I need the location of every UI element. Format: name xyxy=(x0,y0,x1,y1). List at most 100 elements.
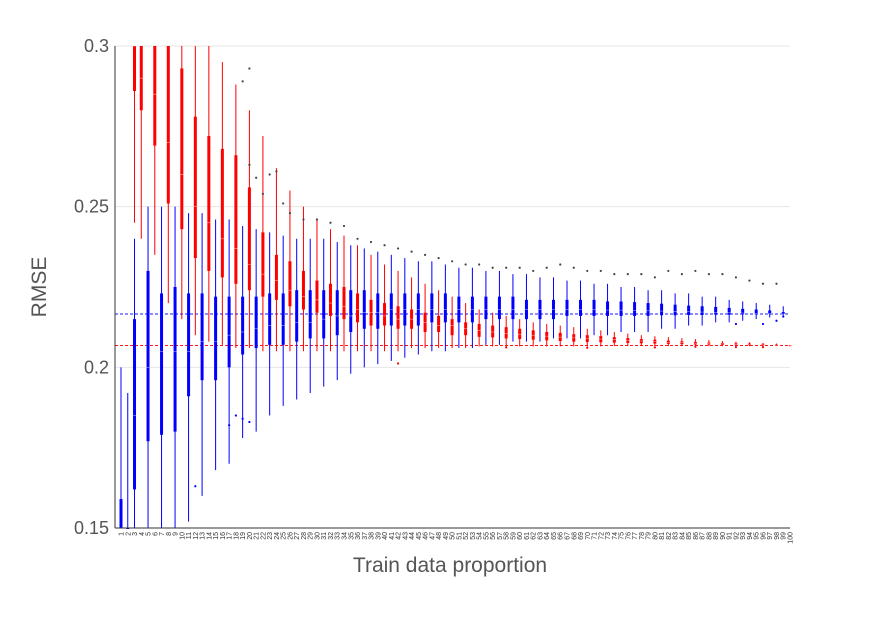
outlier-point xyxy=(734,322,738,326)
x-tick-label: 25 xyxy=(281,532,288,540)
box-iqr xyxy=(207,135,211,271)
box-iqr xyxy=(443,293,447,323)
box-iqr xyxy=(646,303,650,316)
x-tick-label: 41 xyxy=(389,532,396,540)
x-tick-label: 2 xyxy=(125,532,132,536)
x-tick-label: 89 xyxy=(713,532,720,540)
outlier-point xyxy=(761,282,765,285)
x-tick-label: 99 xyxy=(781,532,788,540)
outlier-layer xyxy=(194,67,785,488)
x-tick-label: 45 xyxy=(416,532,423,540)
x-tick-label: 7 xyxy=(159,532,166,536)
box-iqr xyxy=(322,290,326,339)
x-tick-label: 31 xyxy=(321,532,328,540)
box-iqr xyxy=(565,299,569,316)
x-tick-label: 78 xyxy=(639,532,646,540)
outlier-point xyxy=(288,211,292,215)
box-iqr xyxy=(376,293,380,329)
box-iqr xyxy=(146,270,150,442)
box-iqr xyxy=(383,303,387,326)
box-iqr xyxy=(288,261,292,307)
grid-lines xyxy=(115,45,790,368)
outlier-point xyxy=(478,263,481,266)
x-tick-label: 59 xyxy=(510,532,517,540)
x-tick-label: 8 xyxy=(166,532,173,536)
box-layer xyxy=(119,45,792,529)
box-iqr xyxy=(308,290,312,339)
box-iqr xyxy=(200,293,204,381)
x-tick-label: 52 xyxy=(463,532,470,540)
outlier-point xyxy=(241,80,244,83)
box-iqr xyxy=(727,307,731,315)
x-tick-label: 92 xyxy=(733,532,740,540)
outlier-point xyxy=(734,276,738,279)
outlier-point xyxy=(653,276,656,279)
outlier-point xyxy=(782,315,785,318)
x-tick-label: 61 xyxy=(524,532,531,540)
box-iqr xyxy=(606,301,610,316)
outlier-point xyxy=(396,362,400,365)
x-tick-label: 72 xyxy=(598,532,605,540)
outlier-point xyxy=(255,176,258,179)
box-iqr xyxy=(261,232,265,297)
x-tick-label: 84 xyxy=(679,532,686,540)
x-tick-label: 79 xyxy=(646,532,653,540)
box-iqr xyxy=(430,293,434,323)
x-tick-label: 34 xyxy=(342,532,349,540)
x-tick-label: 32 xyxy=(328,532,335,540)
box-iqr xyxy=(342,287,346,320)
outlier-point xyxy=(572,266,575,269)
x-tick-label: 81 xyxy=(659,532,666,540)
outlier-point xyxy=(194,485,197,488)
x-tick-label: 17 xyxy=(227,532,234,540)
x-tick-label: 73 xyxy=(605,532,612,540)
outlier-point xyxy=(721,273,724,276)
outlier-point xyxy=(369,240,373,244)
outlier-point xyxy=(734,345,738,349)
outlier-point xyxy=(275,170,278,173)
outlier-point xyxy=(613,273,616,276)
axes xyxy=(114,46,790,529)
box-iqr xyxy=(227,296,231,368)
box-iqr xyxy=(504,327,508,339)
outlier-point xyxy=(545,266,548,269)
box-iqr xyxy=(187,293,191,397)
x-tick-label: 46 xyxy=(423,532,430,540)
x-tick-label: 20 xyxy=(247,532,254,540)
x-tick-label: 13 xyxy=(200,532,207,540)
x-tick-label: 75 xyxy=(619,532,626,540)
outlier-point xyxy=(356,237,359,240)
x-tick-label: 26 xyxy=(287,532,294,540)
x-tick-label: 65 xyxy=(551,532,558,540)
outlier-point xyxy=(228,424,231,427)
x-tick-label: 55 xyxy=(483,532,490,540)
outlier-point xyxy=(586,269,589,273)
box-iqr xyxy=(761,343,765,346)
outlier-point xyxy=(640,273,643,276)
x-tick-label: 27 xyxy=(294,532,301,540)
x-tick-label: 50 xyxy=(450,532,457,540)
box-iqr xyxy=(754,309,758,315)
x-tick-label: 23 xyxy=(267,532,274,540)
x-tick-label: 4 xyxy=(139,532,146,536)
box-iqr xyxy=(295,290,299,342)
x-tick-label: 64 xyxy=(544,532,551,540)
x-tick-label: 88 xyxy=(706,532,713,540)
outlier-point xyxy=(437,256,440,260)
box-iqr xyxy=(437,315,441,332)
outlier-point xyxy=(451,260,454,263)
box-iqr xyxy=(180,68,184,230)
box-iqr xyxy=(518,328,522,340)
box-iqr xyxy=(119,499,123,528)
box-iqr xyxy=(497,296,501,320)
box-iqr xyxy=(133,319,137,490)
box-iqr xyxy=(328,283,332,316)
x-tick-label: 43 xyxy=(402,532,409,540)
outlier-point xyxy=(464,263,467,266)
x-tick-label: 83 xyxy=(673,532,680,540)
outlier-point xyxy=(626,273,629,276)
x-tick-label: 91 xyxy=(727,532,734,540)
x-tick-label: 11 xyxy=(186,532,193,539)
box-iqr xyxy=(356,293,360,323)
